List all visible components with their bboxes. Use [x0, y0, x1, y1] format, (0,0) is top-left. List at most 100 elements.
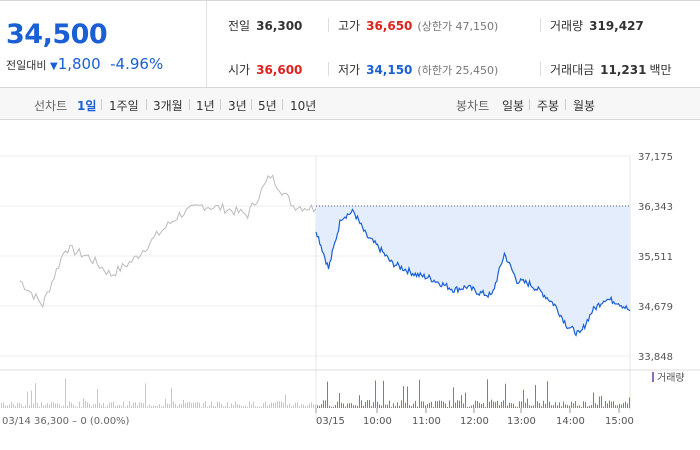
tab-daily[interactable]: 일봉: [502, 99, 525, 113]
volume-bar: [265, 401, 266, 408]
volume-bar: [187, 402, 188, 408]
volume-bar: [201, 406, 202, 408]
volume-bar: [259, 406, 260, 408]
volume-bar: [11, 401, 12, 408]
volume-bar: [231, 403, 232, 408]
volume-bar: [383, 380, 384, 408]
volume-bar: [151, 406, 152, 408]
tab-weekly[interactable]: 주봉: [537, 99, 560, 113]
volume-bar: [435, 400, 436, 408]
volume-bar: [433, 406, 434, 408]
volume-bar: [593, 392, 594, 408]
volume-bar: [445, 403, 446, 408]
volume-bar: [529, 405, 530, 408]
tab-1y[interactable]: 1년: [196, 99, 215, 113]
volume-bar: [127, 405, 128, 408]
volume-bar: [27, 391, 28, 408]
low-label: 저가: [338, 63, 361, 77]
volume-bar: [45, 404, 46, 408]
prev-close: 전일 36,300: [228, 17, 302, 34]
volume-bar: [25, 405, 26, 408]
volume-bar: [495, 402, 496, 408]
volume-bar: [123, 401, 124, 408]
volume-bar: [561, 406, 562, 408]
volume-bar: [511, 403, 512, 408]
volume-bar: [377, 401, 378, 408]
volume-bar: [577, 406, 578, 408]
volume-bar: [555, 402, 556, 408]
volume-bar: [483, 402, 484, 408]
volume-bar: [65, 378, 66, 408]
volume-bar: [391, 406, 392, 408]
volume-bar: [305, 405, 306, 408]
volume-bar: [571, 401, 572, 408]
volume-bar: [109, 402, 110, 408]
volume-bar: [185, 403, 186, 408]
change-value: 1,800: [57, 55, 101, 73]
tab-1w[interactable]: 1주일: [109, 99, 139, 113]
high-label: 고가: [338, 19, 361, 33]
volume-bar: [389, 400, 390, 408]
volume-value: 319,427: [589, 19, 644, 33]
volume-bar: [277, 401, 278, 408]
volume-bar: [563, 401, 564, 408]
today-price-line: [315, 208, 631, 337]
volume-bar: [285, 394, 286, 408]
tab-5y[interactable]: 5년: [258, 99, 277, 113]
volume-bar: [337, 401, 338, 408]
volume-bar: [13, 404, 14, 408]
volume-bar: [209, 405, 210, 408]
volume-bar: [539, 403, 540, 408]
volume-bar: [143, 403, 144, 408]
high: 고가 36,650 (상한가 47,150): [338, 17, 498, 34]
volume-bar: [569, 405, 570, 408]
volume-bar: [439, 400, 440, 408]
divider: [101, 99, 102, 110]
volume-legend: 거래량: [657, 372, 685, 384]
volume-bar: [271, 402, 272, 408]
volume-bar: [497, 400, 498, 408]
volume-bar: [517, 406, 518, 408]
volume-bar: [181, 404, 182, 408]
volume-bar: [395, 405, 396, 408]
divider: [220, 99, 221, 110]
volume-bar: [79, 401, 80, 408]
x-tick-label: 14:00: [556, 416, 585, 427]
volume-bar: [523, 389, 524, 408]
volume-bar: [219, 402, 220, 408]
volume-bar: [331, 406, 332, 408]
volume-bar: [609, 400, 610, 408]
volume-bar: [557, 405, 558, 408]
volume-bar: [535, 385, 536, 408]
volume-bar: [183, 399, 184, 408]
tab-3y[interactable]: 3년: [228, 99, 247, 113]
volume-bar: [461, 395, 462, 408]
volume-bar: [607, 403, 608, 408]
volume-bar: [527, 398, 528, 408]
volume-bar: [613, 401, 614, 408]
chart-grid: [0, 155, 700, 420]
chart-tabs: 선차트 1일 1주일 3개월 1년 3년 5년 10년 봉차트 일봉 주봉 월봉: [0, 88, 700, 120]
volume-bar: [157, 405, 158, 408]
tab-10y[interactable]: 10년: [290, 99, 317, 113]
price-lines: [19, 174, 631, 337]
volume-bar: [267, 405, 268, 408]
price-chart[interactable]: 37,175 36,343 35,511 34,679 33,848 03/15 10:0…: [0, 120, 700, 450]
volume-bar: [579, 405, 580, 408]
tab-3m[interactable]: 3개월: [153, 99, 183, 113]
volume-bar: [159, 404, 160, 408]
volume-bar: [573, 403, 574, 408]
volume-bar: [449, 400, 450, 408]
divider: [540, 18, 541, 32]
open: 시가 36,600: [228, 61, 302, 78]
tab-monthly[interactable]: 월봉: [573, 99, 596, 113]
volume-bar: [533, 405, 534, 408]
volume-bar: [23, 406, 24, 408]
candle-chart-label: 봉차트: [456, 99, 490, 113]
amount-label: 거래대금: [550, 63, 595, 77]
tab-1d[interactable]: 1일: [77, 99, 97, 113]
volume-bar: [251, 404, 252, 408]
volume-bar: [503, 400, 504, 408]
volume-bar: [51, 402, 52, 408]
volume-bar: [291, 406, 292, 408]
